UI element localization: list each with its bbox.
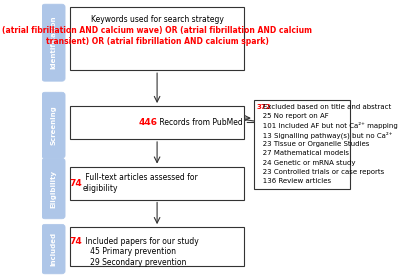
Text: Records from PubMed: Records from PubMed — [158, 118, 243, 127]
Text: 74: 74 — [70, 237, 82, 246]
Text: Excluded based on title and abstract: Excluded based on title and abstract — [263, 104, 391, 110]
Text: Eligibility: Eligibility — [50, 170, 56, 208]
Text: 13 Signalling pathway(s) but no Ca²⁺: 13 Signalling pathway(s) but no Ca²⁺ — [256, 131, 393, 138]
FancyBboxPatch shape — [70, 106, 244, 139]
FancyBboxPatch shape — [254, 100, 350, 188]
Text: 372: 372 — [256, 104, 271, 110]
Text: Identification: Identification — [50, 16, 56, 70]
FancyBboxPatch shape — [42, 92, 65, 158]
Text: 446: 446 — [138, 118, 157, 127]
Text: Included: Included — [50, 232, 56, 266]
Text: 101 Included AF but not Ca²⁺ mapping: 101 Included AF but not Ca²⁺ mapping — [256, 122, 398, 129]
FancyBboxPatch shape — [42, 224, 65, 274]
Text: Keywords used for search strategy: Keywords used for search strategy — [91, 15, 224, 24]
FancyBboxPatch shape — [42, 158, 65, 219]
FancyBboxPatch shape — [42, 4, 65, 81]
Text: 23 Controlled trials or case reports: 23 Controlled trials or case reports — [256, 169, 384, 175]
Text: 23 Tissue or Organelle Studies: 23 Tissue or Organelle Studies — [256, 141, 370, 147]
Text: Screening: Screening — [50, 105, 56, 145]
Text: 24 Genetic or mRNA study: 24 Genetic or mRNA study — [256, 160, 356, 166]
Text: Included papers for our study
   45 Primary prevention
   29 Secondary preventio: Included papers for our study 45 Primary… — [82, 237, 198, 267]
Text: Full-text articles assessed for
eligibility: Full-text articles assessed for eligibil… — [82, 173, 197, 193]
FancyBboxPatch shape — [70, 167, 244, 200]
FancyBboxPatch shape — [70, 227, 244, 265]
Text: (atrial fibrillation AND calcium wave) OR (atrial fibrillation AND calcium
trans: (atrial fibrillation AND calcium wave) O… — [2, 26, 312, 46]
Text: 136 Review articles: 136 Review articles — [256, 178, 331, 184]
Text: 25 No report on AF: 25 No report on AF — [256, 113, 329, 119]
Text: 27 Mathematical models: 27 Mathematical models — [256, 150, 349, 156]
Text: 74: 74 — [70, 178, 82, 188]
FancyBboxPatch shape — [70, 7, 244, 70]
